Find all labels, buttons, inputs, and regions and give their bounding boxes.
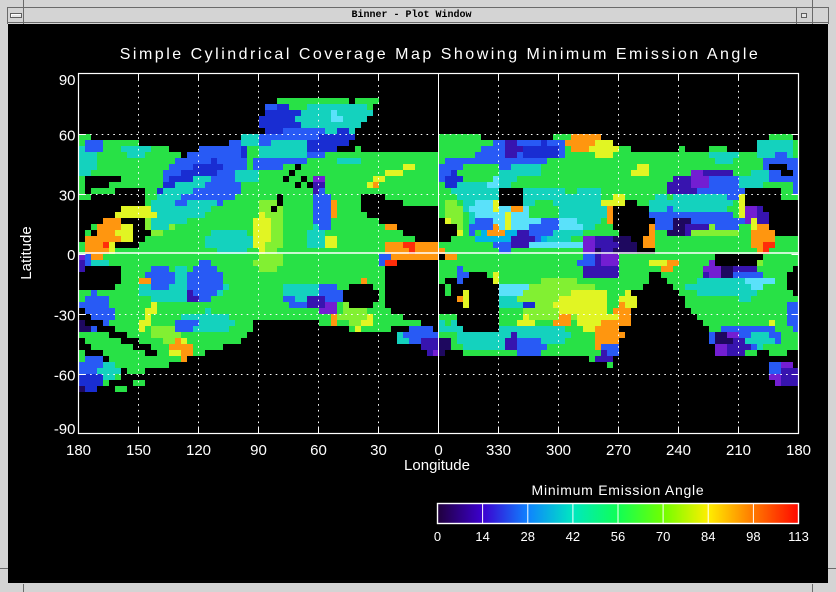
svg-text:240: 240 [666, 442, 691, 459]
svg-text:150: 150 [126, 442, 151, 459]
svg-text:0: 0 [434, 529, 441, 544]
svg-text:-30: -30 [54, 308, 76, 325]
svg-text:30: 30 [59, 188, 76, 205]
svg-text:84: 84 [701, 529, 715, 544]
svg-text:Simple Cylindrical Coverage Ma: Simple Cylindrical Coverage Map Showing … [120, 46, 761, 63]
svg-text:60: 60 [59, 128, 76, 145]
svg-text:180: 180 [786, 442, 811, 459]
svg-text:113: 113 [788, 529, 809, 544]
svg-text:30: 30 [370, 442, 387, 459]
svg-text:70: 70 [656, 529, 670, 544]
svg-text:60: 60 [310, 442, 327, 459]
svg-text:14: 14 [475, 529, 489, 544]
svg-text:Minimum Emission Angle: Minimum Emission Angle [532, 482, 705, 498]
svg-text:0: 0 [67, 247, 75, 264]
svg-text:56: 56 [611, 529, 625, 544]
svg-text:270: 270 [606, 442, 631, 459]
svg-text:300: 300 [546, 442, 571, 459]
svg-text:120: 120 [186, 442, 211, 459]
svg-text:180: 180 [66, 442, 91, 459]
svg-text:-60: -60 [54, 368, 76, 385]
svg-text:98: 98 [746, 529, 760, 544]
svg-text:Longitude: Longitude [404, 457, 470, 474]
svg-text:Latitude: Latitude [18, 226, 35, 279]
svg-text:90: 90 [59, 72, 76, 89]
svg-text:42: 42 [566, 529, 580, 544]
svg-text:330: 330 [486, 442, 511, 459]
svg-text:-90: -90 [54, 421, 76, 438]
svg-text:90: 90 [250, 442, 267, 459]
svg-text:28: 28 [521, 529, 535, 544]
svg-text:0: 0 [434, 442, 442, 459]
svg-text:210: 210 [726, 442, 751, 459]
